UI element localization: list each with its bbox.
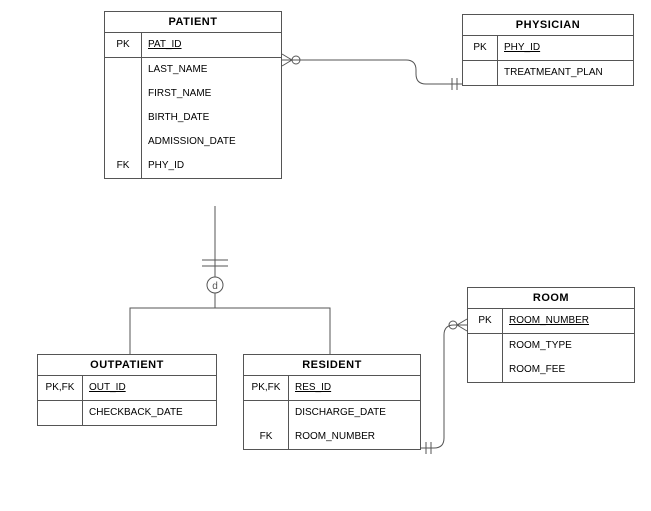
key-cell xyxy=(105,58,141,82)
key-cell xyxy=(105,106,141,130)
cardinality-bar-icon xyxy=(452,78,457,90)
crowfoot-ring-icon xyxy=(449,321,457,329)
attr-cell: TREATMEANT_PLAN xyxy=(498,61,633,85)
key-cell: PK xyxy=(105,33,141,58)
key-cell: PK xyxy=(463,36,497,61)
entity-physician: PHYSICIAN PK PHY_ID TREATMEANT_PLAN xyxy=(462,14,634,86)
key-cell xyxy=(38,401,82,425)
entity-title: PHYSICIAN xyxy=(463,15,633,36)
attr-cell: ROOM_NUMBER xyxy=(289,425,420,449)
edge-resident-room xyxy=(421,325,467,448)
entity-resident: RESIDENT PK,FK FK RES_ID DISCHARGE_DATE … xyxy=(243,354,421,450)
key-cell xyxy=(463,61,497,85)
key-cell xyxy=(468,334,502,358)
entity-room: ROOM PK ROOM_NUMBER ROOM_TYPE ROOM_FEE xyxy=(467,287,635,383)
edge-split-resident xyxy=(215,308,330,354)
attr-cell: CHECKBACK_DATE xyxy=(83,401,216,425)
entity-title: OUTPATIENT xyxy=(38,355,216,376)
entity-title: RESIDENT xyxy=(244,355,420,376)
crowfoot-icon xyxy=(282,54,292,66)
disjoint-circle-icon xyxy=(207,277,223,293)
entity-outpatient: OUTPATIENT PK,FK OUT_ID CHECKBACK_DATE xyxy=(37,354,217,426)
attr-cell: ROOM_NUMBER xyxy=(503,309,634,334)
key-cell xyxy=(468,358,502,382)
entity-title: PATIENT xyxy=(105,12,281,33)
attr-cell: PHY_ID xyxy=(498,36,633,61)
crowfoot-icon xyxy=(457,319,467,331)
entity-title: ROOM xyxy=(468,288,634,309)
key-cell: FK xyxy=(244,425,288,449)
edge-split-outpatient xyxy=(130,308,215,354)
key-cell: PK,FK xyxy=(244,376,288,401)
key-cell: FK xyxy=(105,154,141,178)
key-cell xyxy=(105,130,141,154)
attr-cell: ADMISSION_DATE xyxy=(142,130,281,154)
attr-cell: PHY_ID xyxy=(142,154,281,178)
edge-patient-physician xyxy=(282,60,462,84)
attr-cell: BIRTH_DATE xyxy=(142,106,281,130)
disjoint-label: d xyxy=(212,281,218,292)
attr-cell: FIRST_NAME xyxy=(142,82,281,106)
key-cell xyxy=(105,82,141,106)
crowfoot-ring-icon xyxy=(292,56,300,64)
attr-cell: RES_ID xyxy=(289,376,420,401)
attr-cell: LAST_NAME xyxy=(142,58,281,82)
attr-cell: ROOM_TYPE xyxy=(503,334,634,358)
attr-cell: PAT_ID xyxy=(142,33,281,58)
key-cell: PK xyxy=(468,309,502,334)
entity-patient: PATIENT PK FK PAT_ID LAST_NAME FIRST_NAM… xyxy=(104,11,282,179)
attr-cell: OUT_ID xyxy=(83,376,216,401)
attr-cell: DISCHARGE_DATE xyxy=(289,401,420,425)
key-cell xyxy=(244,401,288,425)
cardinality-bar-icon xyxy=(426,442,431,454)
key-cell: PK,FK xyxy=(38,376,82,401)
attr-cell: ROOM_FEE xyxy=(503,358,634,382)
